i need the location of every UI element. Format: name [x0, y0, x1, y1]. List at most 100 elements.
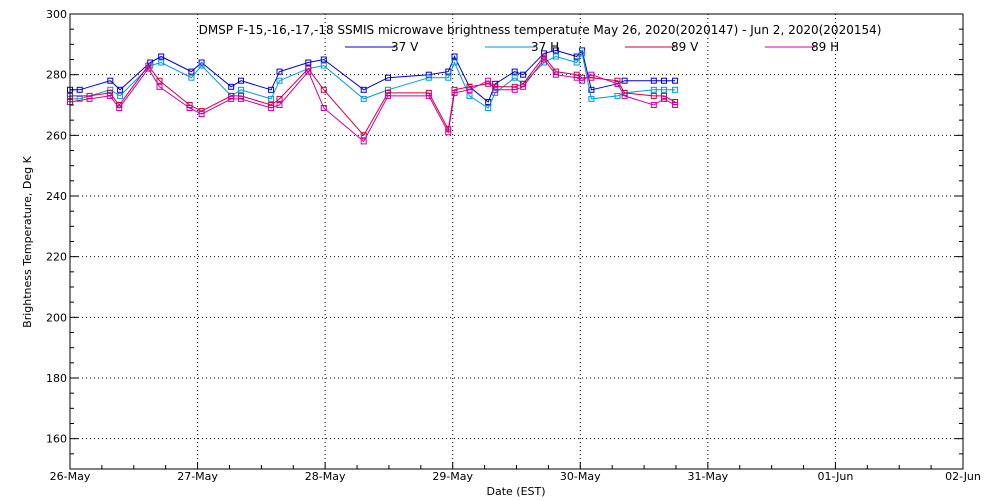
data-point-89-v [360, 132, 367, 139]
data-point-89-h [320, 105, 327, 111]
data-point-37-v [117, 86, 124, 93]
data-point-89-v [650, 92, 657, 99]
data-point-89-h [485, 77, 492, 84]
data-point-37-h [511, 74, 518, 81]
data-point-37-h [360, 95, 367, 102]
data-point-37-h [238, 86, 244, 93]
axis-tick-labels: 26-May 27-May 28-May 29-May 30-May 31-May 01-J… [46, 8, 981, 483]
data-point-37-v [552, 47, 559, 54]
grid [70, 14, 963, 469]
axis-ticks [69, 13, 964, 469]
data-point-89-v [276, 95, 283, 102]
legend-item-37-v: 37 V [345, 40, 419, 54]
x-tick-label: 01-Jun [818, 470, 854, 483]
data-point-89-h [238, 95, 244, 102]
y-tick-label: 220 [46, 251, 67, 264]
data-point-37-h [385, 86, 391, 93]
data-point-89-h [520, 83, 527, 90]
data-point-37-h [552, 53, 559, 60]
data-point-37-v [360, 86, 367, 93]
data-point-37-v [650, 77, 657, 84]
data-point-89-h [156, 83, 163, 90]
data-point-89-h [268, 105, 275, 111]
data-point-89-v [320, 86, 327, 93]
data-point-37-h [445, 74, 452, 81]
x-tick-label: 26-May [50, 470, 91, 483]
data-point-89-h [276, 102, 283, 108]
data-point-89-h [588, 71, 595, 78]
data-point-37-v [320, 56, 327, 63]
data-point-89-h [614, 80, 621, 87]
data-point-37-h [466, 92, 473, 99]
data-point-89-h [86, 95, 93, 102]
x-tick-label: 02-Jun [945, 470, 981, 483]
x-tick-label: 29-May [432, 470, 473, 483]
data-point-37-h [485, 105, 492, 111]
x-tick-label: 27-May [177, 470, 218, 483]
data-point-89-v [451, 86, 458, 93]
data-point-37-v [268, 86, 275, 93]
legend-label: 89 V [671, 40, 699, 54]
data-point-37-h [492, 89, 499, 96]
data-point-37-v [588, 86, 595, 93]
y-tick-label: 200 [46, 311, 67, 324]
y-tick-label: 160 [46, 433, 67, 446]
data-point-89-h [552, 71, 559, 78]
x-tick-label: 28-May [305, 470, 346, 483]
data-point-89-h [186, 105, 193, 111]
y-axis-label: Brightness Temperature, Deg K [21, 155, 34, 327]
data-point-37-h [107, 86, 114, 93]
legend: 37 V 37 H 89 V 89 H [345, 40, 839, 54]
data-point-89-h [425, 92, 432, 99]
data-point-37-v [573, 53, 580, 60]
data-point-89-h [451, 89, 458, 96]
series-line-89-h [69, 58, 676, 143]
data-point-37-h [425, 74, 432, 81]
data-point-89-h [305, 68, 312, 75]
data-point-89-v [614, 77, 621, 84]
y-tick-label: 300 [46, 8, 67, 21]
data-point-37-h [588, 95, 595, 102]
data-point-89-h [116, 105, 123, 111]
y-tick-label: 260 [46, 129, 67, 142]
legend-item-89-v: 89 V [625, 40, 699, 54]
data-point-37-h [451, 59, 458, 66]
data-point-37-h [198, 62, 205, 69]
data-point-37-v [147, 59, 154, 66]
data-point-37-v [107, 77, 114, 84]
data-point-37-h [661, 86, 667, 93]
data-point-89-h [106, 92, 113, 99]
data-point-89-h [511, 86, 518, 93]
data-point-37-v [238, 77, 244, 84]
data-point-89-h [621, 92, 628, 99]
data-point-89-h [492, 86, 499, 93]
data-point-37-v [276, 68, 283, 75]
data-point-37-h [268, 95, 275, 102]
data-point-89-h [650, 102, 657, 108]
legend-item-89-h: 89 H [765, 40, 839, 54]
data-point-89-h [661, 95, 667, 102]
data-point-37-h [650, 86, 657, 93]
data-point-37-v [188, 68, 195, 75]
x-tick-label: 31-May [687, 470, 728, 483]
data-point-37-h [188, 74, 195, 81]
x-tick-label: 30-May [560, 470, 601, 483]
data-point-89-h [145, 65, 152, 72]
data-point-89-h [198, 111, 205, 118]
data-point-37-v [621, 77, 628, 84]
data-point-37-v [385, 74, 391, 81]
series-line-37-h [70, 52, 676, 109]
data-point-37-v [672, 77, 679, 84]
data-point-37-v [228, 83, 235, 90]
y-tick-label: 240 [46, 190, 67, 203]
y-tick-label: 180 [46, 372, 67, 385]
data-point-89-h [445, 129, 452, 136]
chart-title: DMSP F-15,-16,-17,-18 SSMIS microwave br… [199, 23, 882, 37]
data-point-89-h [385, 92, 391, 99]
data-point-89-v [156, 77, 163, 84]
legend-item-37-h: 37 H [485, 40, 559, 54]
data-point-37-h [158, 59, 165, 66]
data-point-89-h [360, 138, 367, 145]
